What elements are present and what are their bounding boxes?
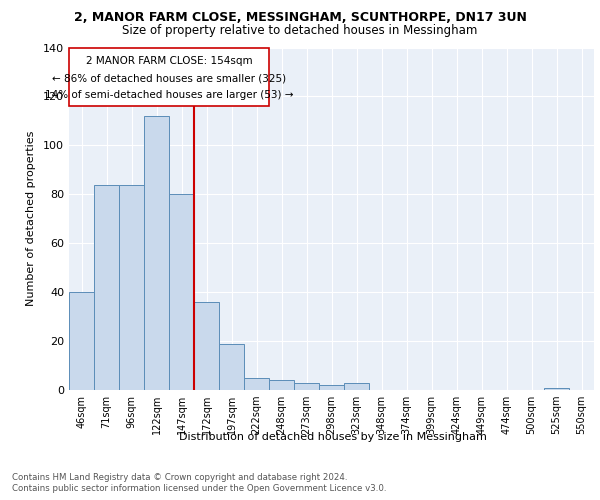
Text: Size of property relative to detached houses in Messingham: Size of property relative to detached ho…: [122, 24, 478, 37]
Bar: [544, 388, 569, 390]
Bar: [194, 302, 219, 390]
Text: 14% of semi-detached houses are larger (53) →: 14% of semi-detached houses are larger (…: [45, 90, 293, 100]
Text: 2 MANOR FARM CLOSE: 154sqm: 2 MANOR FARM CLOSE: 154sqm: [86, 56, 253, 66]
Bar: [219, 344, 244, 390]
Y-axis label: Number of detached properties: Number of detached properties: [26, 131, 36, 306]
Bar: [94, 184, 119, 390]
Bar: [244, 378, 269, 390]
Text: ← 86% of detached houses are smaller (325): ← 86% of detached houses are smaller (32…: [52, 73, 286, 83]
Bar: [144, 116, 169, 390]
Bar: [119, 184, 144, 390]
Text: Distribution of detached houses by size in Messingham: Distribution of detached houses by size …: [179, 432, 487, 442]
Bar: [344, 382, 369, 390]
FancyBboxPatch shape: [69, 48, 269, 106]
Text: Contains HM Land Registry data © Crown copyright and database right 2024.: Contains HM Land Registry data © Crown c…: [12, 472, 347, 482]
Text: Contains public sector information licensed under the Open Government Licence v3: Contains public sector information licen…: [12, 484, 386, 493]
Bar: [294, 382, 319, 390]
Text: 2, MANOR FARM CLOSE, MESSINGHAM, SCUNTHORPE, DN17 3UN: 2, MANOR FARM CLOSE, MESSINGHAM, SCUNTHO…: [74, 11, 526, 24]
Bar: [69, 292, 94, 390]
Bar: [169, 194, 194, 390]
Bar: [319, 385, 344, 390]
Bar: [269, 380, 294, 390]
